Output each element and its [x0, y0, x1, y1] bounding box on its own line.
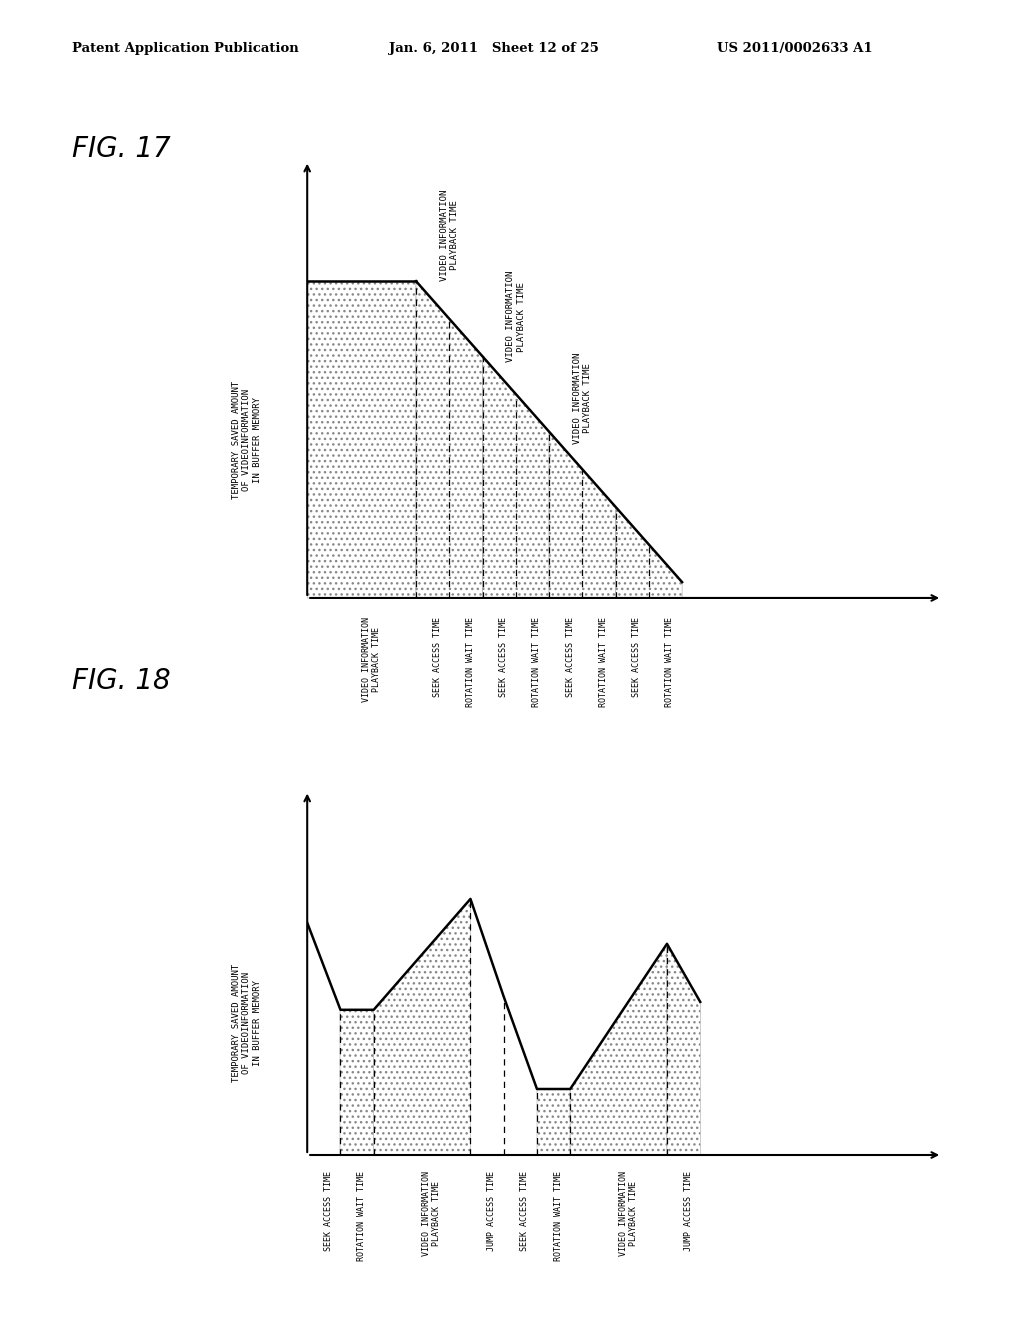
Text: VIDEO INFORMATION
PLAYBACK TIME: VIDEO INFORMATION PLAYBACK TIME: [361, 616, 381, 702]
Text: Patent Application Publication: Patent Application Publication: [72, 42, 298, 55]
Text: ROTATION WAIT TIME: ROTATION WAIT TIME: [666, 616, 675, 708]
Polygon shape: [537, 1089, 570, 1155]
Text: SEEK ACCESS TIME: SEEK ACCESS TIME: [565, 616, 574, 697]
Text: FIG. 18: FIG. 18: [72, 667, 170, 694]
Text: Jan. 6, 2011   Sheet 12 of 25: Jan. 6, 2011 Sheet 12 of 25: [389, 42, 599, 55]
Text: VIDEO INFORMATION
PLAYBACK TIME: VIDEO INFORMATION PLAYBACK TIME: [618, 1171, 638, 1255]
Text: US 2011/0002633 A1: US 2011/0002633 A1: [717, 42, 872, 55]
Text: ROTATION WAIT TIME: ROTATION WAIT TIME: [599, 616, 608, 708]
Polygon shape: [482, 356, 549, 598]
Text: ROTATION WAIT TIME: ROTATION WAIT TIME: [466, 616, 475, 708]
Text: FIG. 17: FIG. 17: [72, 135, 170, 162]
Text: VIDEO INFORMATION
PLAYBACK TIME: VIDEO INFORMATION PLAYBACK TIME: [439, 189, 459, 281]
Polygon shape: [340, 1010, 374, 1155]
Polygon shape: [549, 432, 615, 598]
Polygon shape: [374, 899, 470, 1155]
Text: SEEK ACCESS TIME: SEEK ACCESS TIME: [433, 616, 441, 697]
Text: VIDEO INFORMATION
PLAYBACK TIME: VIDEO INFORMATION PLAYBACK TIME: [506, 271, 525, 362]
Text: SEEK ACCESS TIME: SEEK ACCESS TIME: [632, 616, 641, 697]
Polygon shape: [667, 944, 700, 1155]
Text: ROTATION WAIT TIME: ROTATION WAIT TIME: [532, 616, 542, 708]
Text: SEEK ACCESS TIME: SEEK ACCESS TIME: [324, 1171, 333, 1251]
Text: JUMP ACCESS TIME: JUMP ACCESS TIME: [684, 1171, 692, 1251]
Text: SEEK ACCESS TIME: SEEK ACCESS TIME: [499, 616, 508, 697]
Polygon shape: [615, 507, 682, 598]
Text: ROTATION WAIT TIME: ROTATION WAIT TIME: [554, 1171, 562, 1261]
Text: TEMPORARY SAVED AMOUNT
OF VIDEOINFORMATION
IN BUFFER MEMORY: TEMPORARY SAVED AMOUNT OF VIDEOINFORMATI…: [231, 964, 262, 1082]
Text: VIDEO INFORMATION
PLAYBACK TIME: VIDEO INFORMATION PLAYBACK TIME: [422, 1171, 441, 1255]
Polygon shape: [416, 281, 482, 598]
Text: JUMP ACCESS TIME: JUMP ACCESS TIME: [487, 1171, 496, 1251]
Text: SEEK ACCESS TIME: SEEK ACCESS TIME: [520, 1171, 529, 1251]
Polygon shape: [570, 944, 667, 1155]
Text: TEMPORARY SAVED AMOUNT
OF VIDEOINFORMATION
IN BUFFER MEMORY: TEMPORARY SAVED AMOUNT OF VIDEOINFORMATI…: [231, 380, 262, 499]
Text: VIDEO INFORMATION
PLAYBACK TIME: VIDEO INFORMATION PLAYBACK TIME: [572, 352, 592, 444]
Text: ROTATION WAIT TIME: ROTATION WAIT TIME: [357, 1171, 367, 1261]
Polygon shape: [307, 281, 416, 598]
